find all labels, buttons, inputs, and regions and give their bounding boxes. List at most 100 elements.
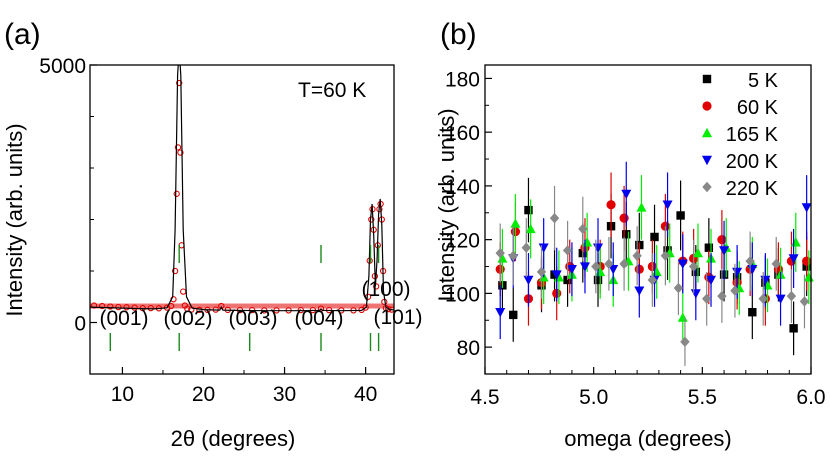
legend-marker bbox=[702, 155, 712, 166]
point-200k bbox=[566, 265, 577, 275]
calculated-line bbox=[90, 65, 394, 312]
panel-b-legend: 5 K 60 K 165 K 200 K 220 K bbox=[702, 70, 779, 200]
panel-a-xlabel: 2θ (degrees) bbox=[171, 426, 296, 451]
observed-point bbox=[177, 149, 184, 156]
reflection-label: (003) bbox=[228, 307, 277, 330]
point-5k bbox=[704, 243, 714, 252]
observed-point bbox=[171, 267, 179, 275]
observed-point bbox=[373, 283, 380, 290]
point-220k bbox=[536, 266, 547, 278]
point-200k bbox=[719, 246, 730, 256]
x-tick-label: 5.5 bbox=[688, 386, 717, 409]
observed-baseline-band bbox=[90, 303, 394, 309]
point-220k bbox=[578, 223, 588, 235]
panel-b-ylabel: Intensity (arb. units) bbox=[434, 108, 459, 301]
point-220k bbox=[701, 293, 712, 304]
y-tick-label: 160 bbox=[445, 122, 480, 145]
panel-b-axes-frame bbox=[484, 64, 812, 375]
legend-label: 60 K bbox=[737, 97, 779, 119]
point-220k bbox=[673, 282, 684, 294]
x-tick-label: 10 bbox=[111, 383, 134, 406]
legend-label: 165 K bbox=[726, 124, 779, 146]
point-220k bbox=[745, 255, 755, 267]
point-200k bbox=[634, 286, 645, 296]
point-220k bbox=[508, 250, 518, 261]
point-200k bbox=[662, 200, 673, 210]
panel-b-y-ticks: 80 100 120 140 160 180 bbox=[445, 68, 492, 375]
y-tick-label: 120 bbox=[445, 230, 480, 253]
reflection-label: (004) bbox=[294, 307, 343, 330]
y-tick-label: 140 bbox=[445, 176, 480, 199]
point-165k bbox=[790, 237, 801, 247]
point-60k bbox=[802, 256, 812, 266]
reflection-label: (002) bbox=[163, 307, 212, 330]
point-220k bbox=[632, 250, 642, 261]
reflection-label: (101) bbox=[373, 306, 422, 329]
panel-b-x-ticks: 4.5 5.0 5.5 6.0 bbox=[470, 367, 826, 409]
panel-a-x-ticks: 10 20 30 40 bbox=[111, 367, 377, 406]
point-200k bbox=[538, 243, 549, 253]
point-220k bbox=[786, 290, 797, 302]
panel-a-label: (a) bbox=[4, 18, 41, 51]
legend-marker bbox=[702, 181, 712, 193]
point-200k bbox=[579, 262, 590, 272]
panel-a-annotation: T=60 K bbox=[298, 79, 366, 102]
point-5k bbox=[563, 275, 572, 285]
legend-marker bbox=[702, 127, 712, 138]
panel-b-label: (b) bbox=[440, 18, 477, 51]
observed-point bbox=[364, 293, 372, 300]
point-220k bbox=[549, 212, 560, 224]
point-5k bbox=[676, 211, 685, 220]
point-5k bbox=[789, 324, 798, 333]
point-5k bbox=[593, 275, 603, 285]
point-220k bbox=[730, 285, 740, 296]
legend-marker bbox=[702, 101, 712, 111]
x-tick-label: 30 bbox=[273, 383, 296, 406]
panel-a-plot-area bbox=[90, 65, 394, 351]
point-220k bbox=[758, 293, 768, 304]
legend-marker bbox=[702, 74, 712, 84]
point-200k bbox=[621, 189, 632, 200]
y-tick-label: 100 bbox=[445, 283, 480, 306]
panel-a-y-ticks: 0 5000 bbox=[39, 55, 97, 336]
panel-a: (a) T=60 K 2θ (degrees) Intensity (arb. … bbox=[2, 18, 423, 451]
point-165k bbox=[510, 218, 521, 228]
y-tick-label: 5000 bbox=[39, 55, 86, 78]
point-5k bbox=[622, 230, 631, 239]
point-200k bbox=[523, 275, 534, 286]
point-165k bbox=[525, 223, 536, 234]
point-200k bbox=[495, 308, 506, 318]
point-220k bbox=[660, 250, 671, 261]
x-tick-label: 5.0 bbox=[579, 386, 608, 409]
x-tick-label: 40 bbox=[354, 383, 377, 406]
point-220k bbox=[521, 242, 531, 253]
point-200k bbox=[593, 243, 604, 253]
point-220k bbox=[604, 258, 614, 270]
point-200k bbox=[788, 254, 799, 264]
point-165k bbox=[692, 247, 703, 258]
point-220k bbox=[562, 245, 573, 256]
legend-label: 220 K bbox=[726, 178, 779, 200]
point-60k bbox=[717, 235, 727, 245]
point-220k bbox=[647, 274, 658, 286]
observed-point bbox=[176, 79, 183, 87]
point-220k bbox=[495, 247, 505, 259]
point-200k bbox=[608, 265, 619, 275]
point-200k bbox=[690, 289, 701, 299]
x-tick-label: 6.0 bbox=[796, 386, 825, 409]
point-60k bbox=[606, 200, 616, 210]
point-220k bbox=[619, 258, 629, 270]
point-220k bbox=[799, 296, 810, 307]
observed-point bbox=[180, 288, 187, 295]
y-tick-label: 80 bbox=[457, 337, 480, 360]
point-220k bbox=[717, 290, 727, 302]
point-200k bbox=[775, 294, 786, 304]
point-60k bbox=[619, 213, 629, 223]
point-165k bbox=[636, 202, 647, 212]
reflection-label: (001) bbox=[99, 307, 148, 330]
panel-b-plot-area bbox=[495, 161, 814, 366]
point-200k bbox=[677, 259, 688, 270]
point-5k bbox=[663, 246, 672, 255]
point-220k bbox=[591, 261, 601, 272]
